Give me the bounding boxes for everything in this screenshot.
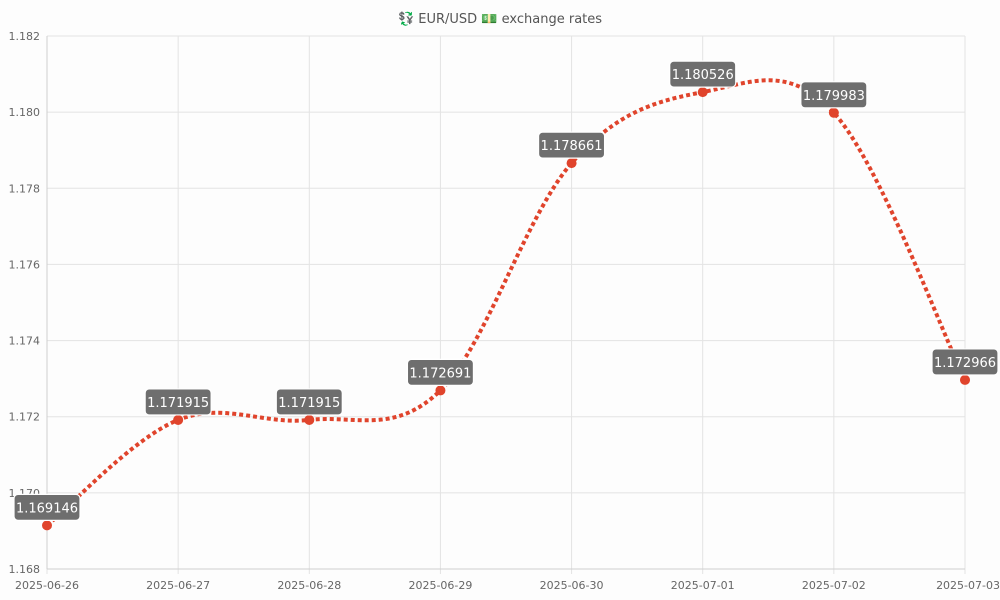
data-labels: 1.169146 1.171915 1.171915 1.172691 1.178661… [13,60,999,521]
data-point [566,158,577,169]
data-points [42,87,970,531]
data-label: 1.172966 [934,356,996,371]
chart-title: 💱 EUR/USD 💵 exchange rates [398,11,602,27]
data-label: 1.179983 [803,89,865,104]
x-tick-label: 2025-06-26 [15,579,79,592]
grid [46,35,966,574]
x-tick-label: 2025-06-28 [277,579,341,592]
data-point [304,414,315,425]
data-label: 1.172691 [409,366,471,381]
data-point [435,385,446,396]
data-point [42,520,52,531]
y-tick-label: 1.168 [9,563,41,576]
data-label-box [13,493,81,521]
data-label-box [406,358,475,387]
data-label-box [537,131,606,159]
data-label: 1.169146 [16,501,78,516]
x-axis-ticks: 2025-06-26 2025-06-27 2025-06-28 2025-06-29… [15,579,1000,592]
y-tick-label: 1.174 [9,335,41,348]
data-label-box [669,60,737,88]
data-point [697,87,708,98]
y-tick-label: 1.178 [9,182,41,195]
y-tick-label: 1.172 [9,411,41,424]
series [45,78,967,527]
x-tick-label: 2025-06-29 [408,579,472,592]
data-label-box [144,388,212,416]
y-tick-label: 1.182 [9,30,41,43]
x-tick-label: 2025-07-03 [936,579,1000,592]
axes [46,36,965,570]
data-label-box [931,348,999,376]
data-label: 1.171915 [278,396,340,411]
data-label-box [275,388,343,416]
data-label: 1.171915 [147,396,209,411]
data-label: 1.180526 [672,68,734,83]
data-point [828,107,839,118]
data-label-box [800,81,868,109]
exchange-rate-line [45,78,967,527]
x-tick-label: 2025-06-27 [146,579,210,592]
data-point [173,414,184,425]
data-label: 1.178661 [541,139,603,154]
x-tick-label: 2025-07-01 [671,579,735,592]
x-tick-label: 2025-07-02 [802,579,866,592]
y-tick-label: 1.180 [9,106,41,119]
x-tick-label: 2025-06-30 [540,579,604,592]
y-tick-label: 1.176 [9,258,41,271]
data-point [960,374,970,385]
